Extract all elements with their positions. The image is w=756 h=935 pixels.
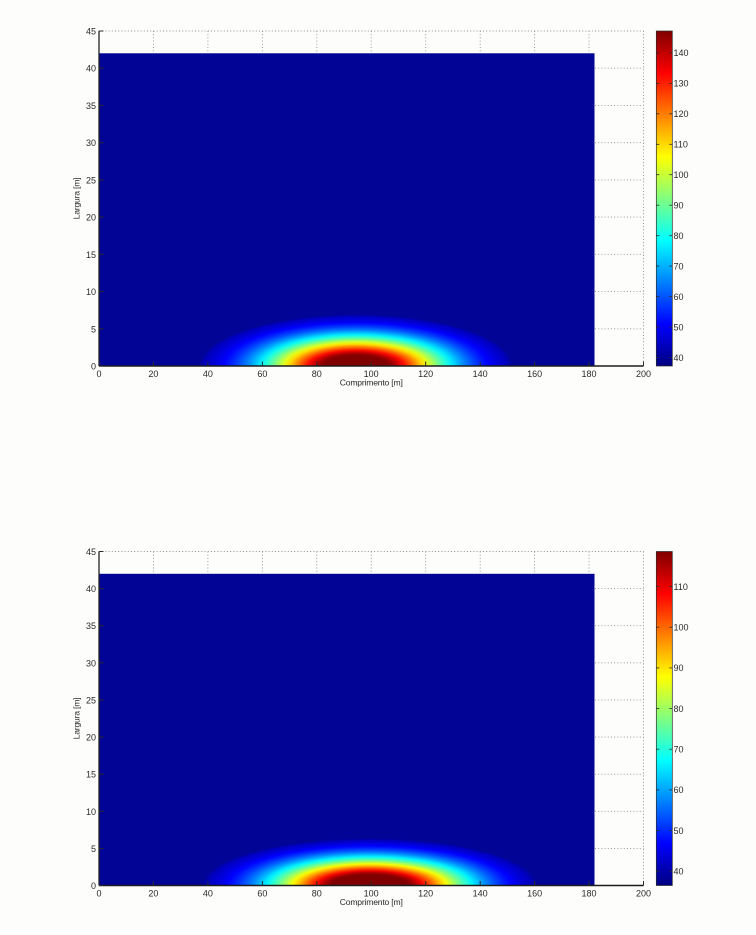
svg-text:130: 130 [674, 79, 689, 89]
svg-text:25: 25 [86, 175, 96, 185]
svg-text:50: 50 [674, 322, 684, 332]
svg-text:Largura [m]: Largura [m] [72, 698, 82, 740]
svg-text:100: 100 [674, 170, 689, 180]
svg-text:5: 5 [91, 324, 96, 334]
svg-text:100: 100 [674, 623, 689, 633]
svg-text:200: 200 [636, 369, 651, 379]
svg-text:35: 35 [86, 101, 96, 111]
svg-text:60: 60 [257, 889, 267, 899]
svg-text:15: 15 [86, 250, 96, 260]
svg-text:80: 80 [674, 231, 684, 241]
svg-text:20: 20 [148, 369, 158, 379]
svg-text:140: 140 [473, 889, 488, 899]
svg-text:40: 40 [674, 867, 684, 877]
svg-text:90: 90 [674, 663, 684, 673]
svg-text:120: 120 [418, 889, 433, 899]
svg-text:70: 70 [674, 261, 684, 271]
svg-text:80: 80 [312, 369, 322, 379]
svg-text:100: 100 [364, 369, 379, 379]
svg-text:40: 40 [674, 353, 684, 363]
svg-text:160: 160 [527, 369, 542, 379]
svg-text:0: 0 [91, 362, 96, 372]
svg-text:15: 15 [86, 770, 96, 780]
svg-text:200: 200 [636, 889, 651, 899]
svg-text:Largura [m]: Largura [m] [72, 178, 82, 220]
svg-text:40: 40 [203, 889, 213, 899]
svg-text:40: 40 [86, 64, 96, 74]
svg-text:0: 0 [96, 889, 101, 899]
svg-text:120: 120 [418, 369, 433, 379]
svg-text:30: 30 [86, 138, 96, 148]
svg-text:0: 0 [91, 881, 96, 891]
svg-text:110: 110 [674, 140, 688, 150]
svg-text:120: 120 [674, 109, 689, 119]
svg-text:140: 140 [473, 369, 488, 379]
svg-text:80: 80 [674, 704, 684, 714]
svg-text:30: 30 [86, 658, 96, 668]
svg-text:60: 60 [674, 292, 684, 302]
svg-text:80: 80 [312, 889, 322, 899]
svg-text:50: 50 [674, 826, 684, 836]
svg-text:Comprimento [m]: Comprimento [m] [340, 897, 403, 907]
svg-text:45: 45 [86, 547, 96, 557]
svg-text:20: 20 [86, 213, 96, 223]
svg-text:60: 60 [257, 369, 267, 379]
svg-text:40: 40 [203, 369, 213, 379]
svg-text:35: 35 [86, 621, 96, 631]
svg-text:40: 40 [86, 584, 96, 594]
svg-text:180: 180 [581, 369, 596, 379]
svg-text:160: 160 [527, 889, 542, 899]
svg-text:110: 110 [674, 582, 688, 592]
svg-text:10: 10 [86, 287, 96, 297]
svg-text:140: 140 [674, 48, 689, 58]
svg-text:25: 25 [86, 695, 96, 705]
svg-text:20: 20 [86, 733, 96, 743]
svg-text:0: 0 [96, 369, 101, 379]
svg-text:70: 70 [674, 745, 684, 755]
svg-text:Comprimento [m]: Comprimento [m] [340, 378, 403, 388]
svg-text:90: 90 [674, 201, 684, 211]
svg-text:60: 60 [674, 785, 684, 795]
svg-text:45: 45 [86, 27, 96, 37]
svg-text:180: 180 [581, 889, 596, 899]
svg-text:20: 20 [148, 889, 158, 899]
svg-text:5: 5 [91, 844, 96, 854]
svg-text:100: 100 [364, 889, 379, 899]
svg-text:10: 10 [86, 807, 96, 817]
